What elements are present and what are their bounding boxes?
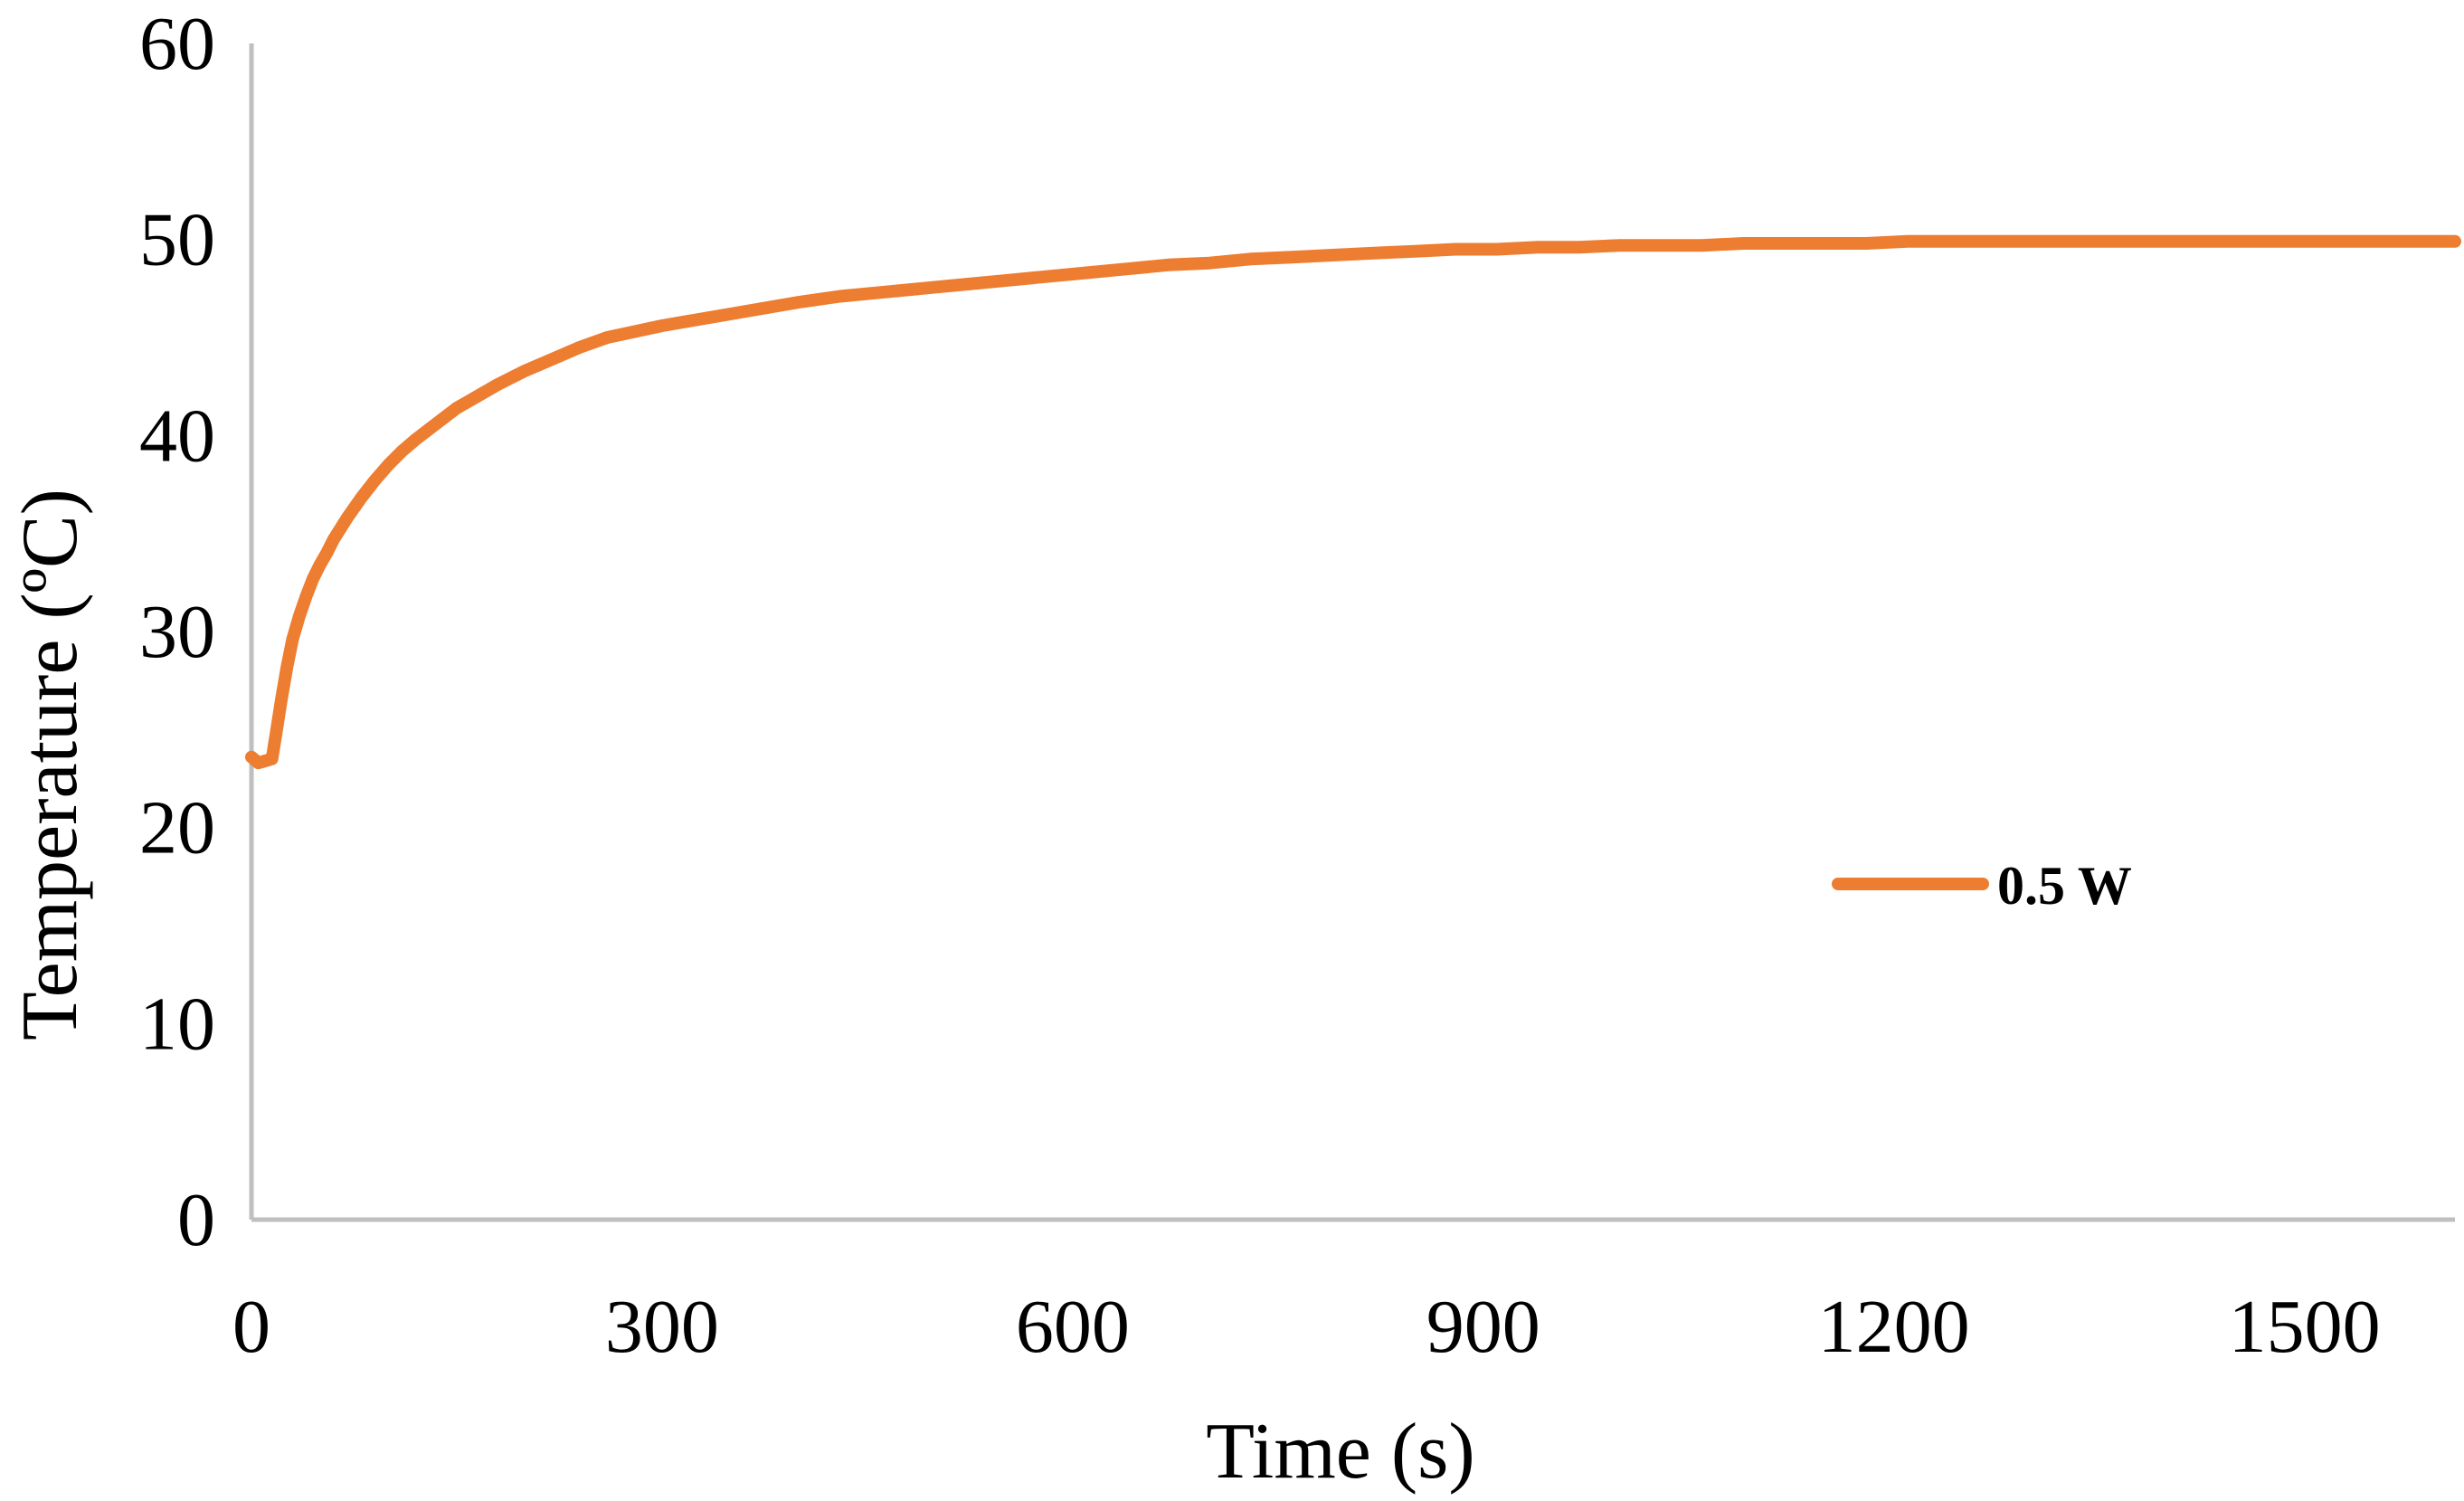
- y-tick-label: 50: [139, 198, 215, 282]
- y-tick-label: 60: [139, 2, 215, 86]
- y-tick-label: 10: [139, 982, 215, 1066]
- x-tick-label: 900: [1426, 1285, 1540, 1369]
- y-axis-title: Temperature (ºC): [6, 489, 94, 1040]
- x-tick-label: 300: [605, 1285, 719, 1369]
- y-tick-label: 20: [139, 786, 215, 870]
- y-tick-label: 30: [139, 590, 215, 674]
- x-axis-title: Time (s): [1206, 1408, 1474, 1496]
- legend: 0.5 W: [1832, 856, 2132, 916]
- y-axis-ticks: 0 10 20 30 40 50 60: [139, 2, 215, 1262]
- x-tick-label: 600: [1016, 1285, 1130, 1369]
- x-axis-ticks: 0 300 600 900 1200 1500: [232, 1285, 2381, 1369]
- y-tick-label: 40: [139, 394, 215, 478]
- x-tick-label: 1200: [1818, 1285, 1970, 1369]
- legend-label: 0.5 W: [1997, 856, 2132, 916]
- y-tick-label: 0: [177, 1178, 215, 1262]
- x-tick-label: 0: [232, 1285, 270, 1369]
- x-tick-label: 1500: [2229, 1285, 2381, 1369]
- series-line-0.5w: [245, 234, 2461, 770]
